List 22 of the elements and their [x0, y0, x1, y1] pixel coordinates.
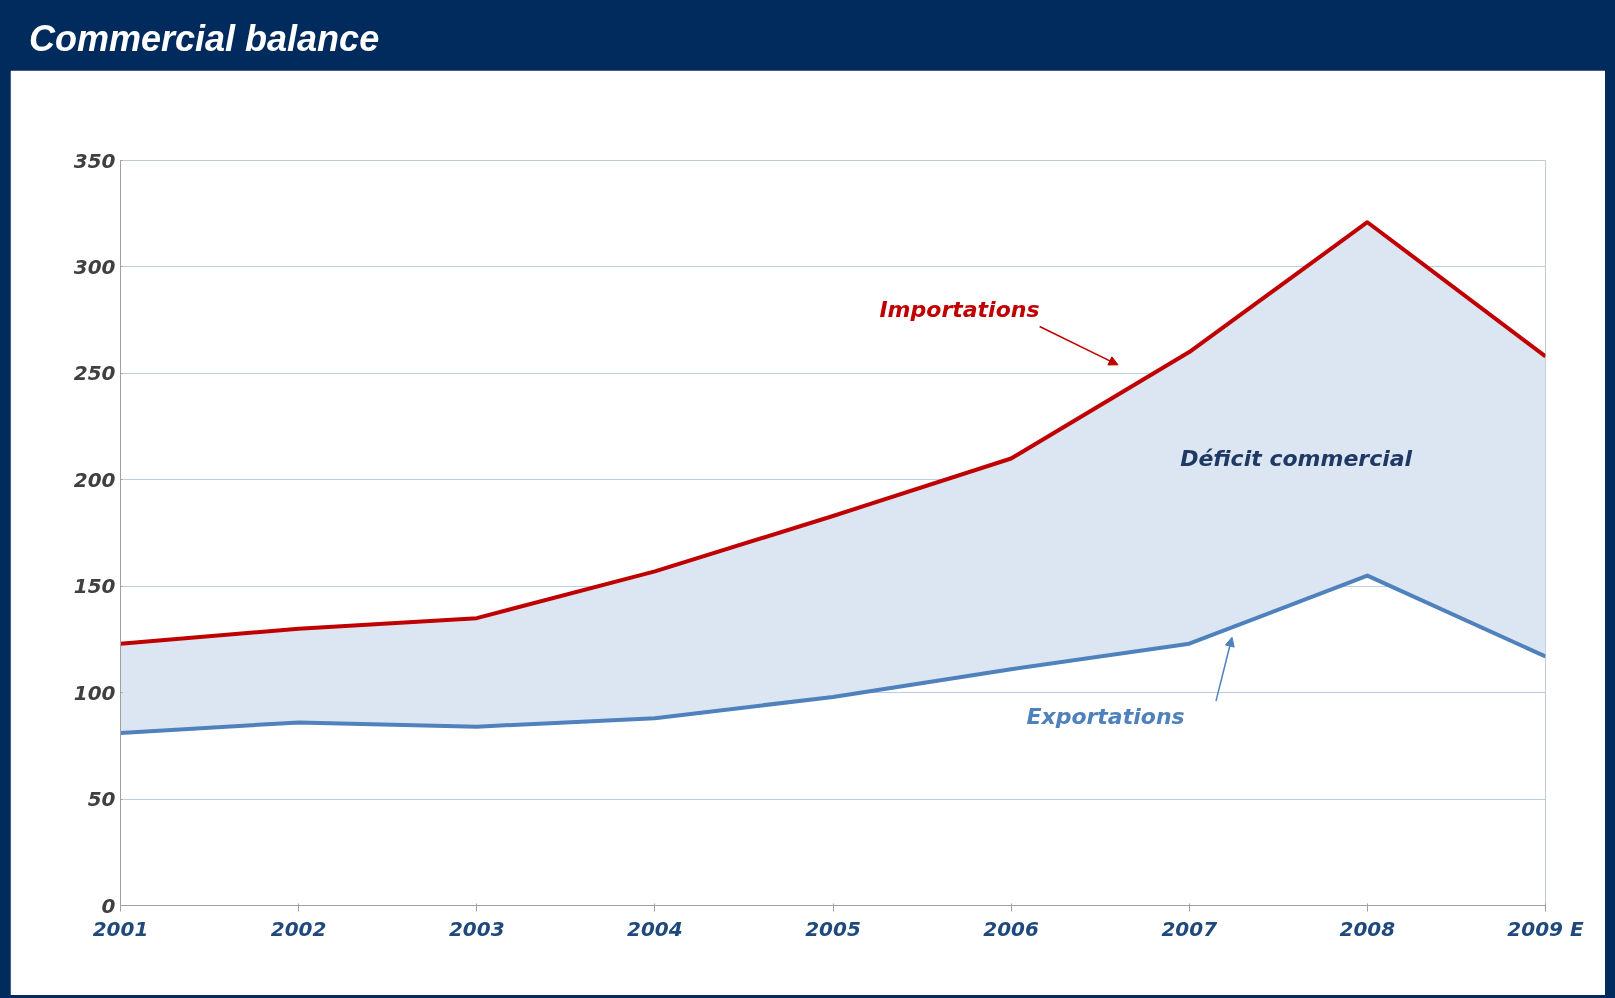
series-label: Exportations	[1026, 703, 1185, 729]
y-tick-label: 50	[87, 787, 116, 812]
line-series	[120, 573, 1546, 736]
x-tick-label: 2006	[983, 916, 1040, 941]
x-tick-label: 2007	[1161, 916, 1218, 941]
x-tick-label: 2001	[92, 916, 149, 941]
x-tick-label: 2004	[627, 916, 683, 941]
y-tick-label: 350	[73, 148, 116, 173]
chart-title: Commercial balance	[29, 17, 380, 61]
y-tick-label: 300	[73, 254, 116, 279]
annotation: Déficit commercial	[1180, 446, 1413, 471]
x-tick-label: 2008	[1339, 916, 1396, 941]
x-tick-label: 2002	[270, 916, 327, 941]
y-tick-label: 200	[73, 467, 116, 492]
y-tick-label: 250	[73, 361, 116, 386]
x-tick-label: 2009 E	[1507, 916, 1584, 941]
text: Importations	[879, 297, 1040, 322]
y-tick-label: 150	[73, 574, 116, 599]
y-tick-label: 100	[73, 680, 116, 705]
x-tick-label: 2003	[448, 916, 505, 941]
y-tick-label: 0	[101, 893, 116, 918]
x-tick-label: 2005	[805, 916, 861, 941]
